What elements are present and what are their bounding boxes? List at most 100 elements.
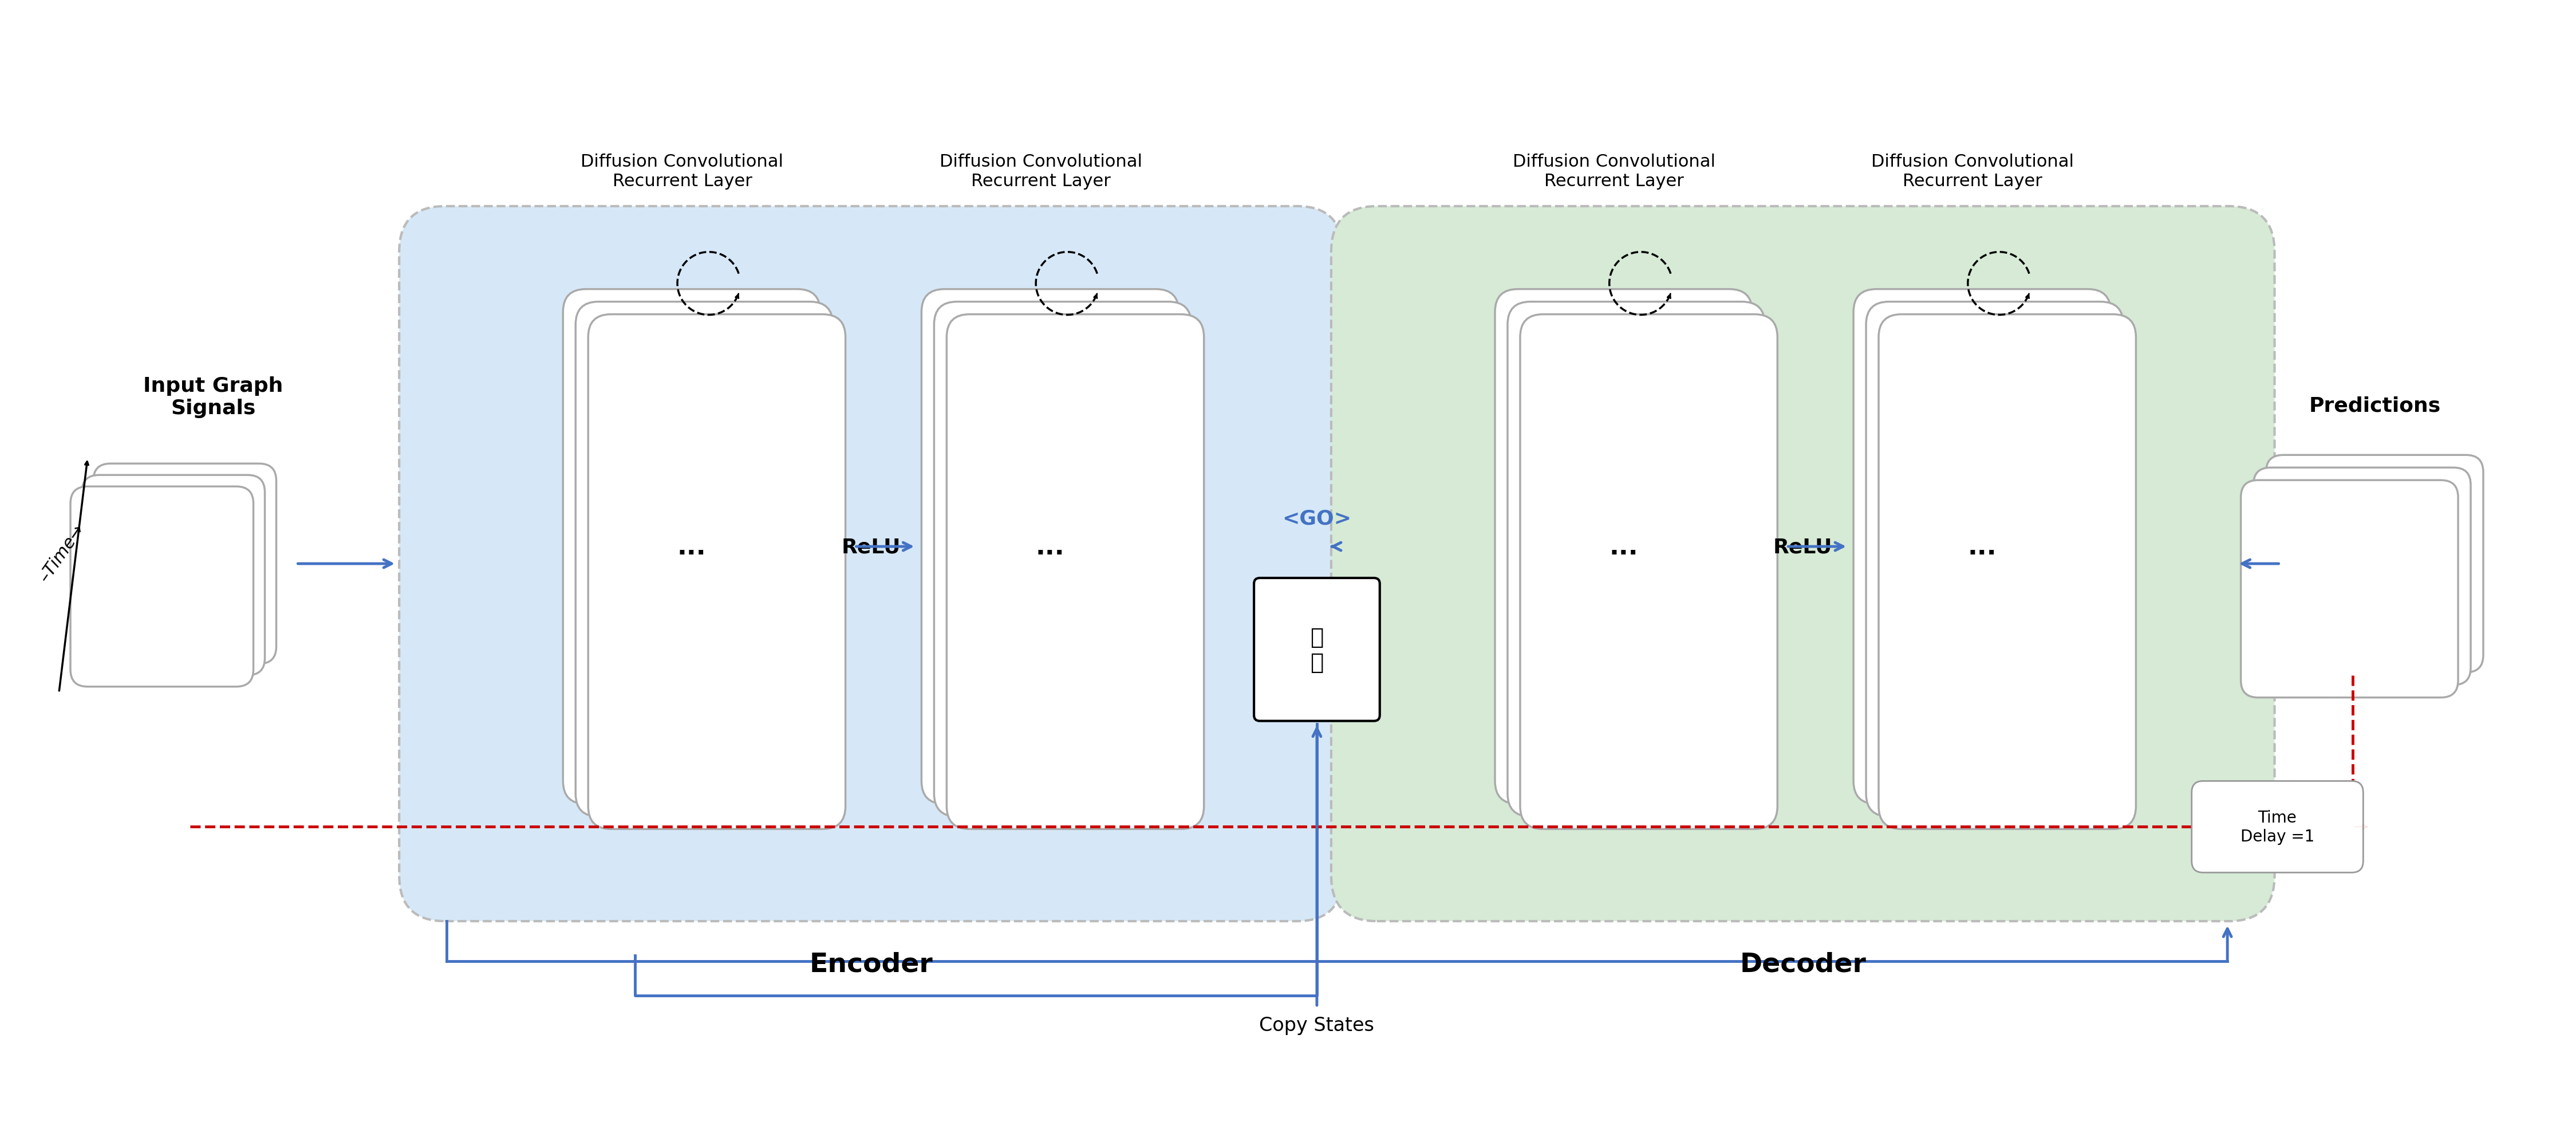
Text: Decoder: Decoder — [1739, 952, 1865, 976]
Text: Diffusion Convolutional
Recurrent Layer: Diffusion Convolutional Recurrent Layer — [940, 154, 1141, 189]
FancyBboxPatch shape — [1520, 315, 1777, 829]
FancyBboxPatch shape — [1255, 578, 1381, 721]
Circle shape — [201, 487, 219, 505]
Text: Copy States: Copy States — [1260, 1016, 1376, 1035]
FancyBboxPatch shape — [93, 464, 276, 664]
Circle shape — [1651, 357, 1669, 375]
Circle shape — [1978, 650, 1996, 668]
Text: Diffusion Convolutional
Recurrent Layer: Diffusion Convolutional Recurrent Layer — [580, 154, 783, 189]
Circle shape — [1558, 414, 1574, 432]
Text: Encoder: Encoder — [809, 952, 933, 976]
FancyBboxPatch shape — [945, 315, 1203, 829]
FancyBboxPatch shape — [82, 476, 265, 675]
Circle shape — [1579, 621, 1597, 639]
Circle shape — [1917, 672, 1935, 690]
Text: Time
Delay =1: Time Delay =1 — [2241, 810, 2313, 844]
Circle shape — [1079, 614, 1097, 631]
Circle shape — [688, 393, 706, 411]
Text: ...: ... — [1968, 534, 1996, 559]
Circle shape — [1695, 657, 1713, 675]
Circle shape — [762, 400, 781, 417]
FancyBboxPatch shape — [2254, 468, 2470, 685]
FancyBboxPatch shape — [1332, 207, 2275, 921]
Circle shape — [144, 496, 160, 513]
Circle shape — [1937, 621, 1955, 639]
Text: Predictions: Predictions — [2308, 396, 2439, 415]
Circle shape — [721, 614, 737, 631]
Text: Diffusion Convolutional
Recurrent Layer: Diffusion Convolutional Recurrent Layer — [1870, 154, 2074, 189]
FancyBboxPatch shape — [70, 487, 252, 687]
Circle shape — [2326, 490, 2347, 508]
Circle shape — [2365, 577, 2383, 595]
Circle shape — [1121, 657, 1139, 675]
Circle shape — [1121, 400, 1139, 417]
Text: ReLU: ReLU — [1772, 537, 1832, 557]
Text: ...: ... — [677, 534, 706, 559]
Circle shape — [2365, 526, 2383, 546]
Circle shape — [1579, 364, 1597, 381]
Text: ReLU: ReLU — [842, 537, 902, 557]
FancyBboxPatch shape — [2267, 456, 2483, 673]
Circle shape — [1620, 432, 1638, 449]
Text: <GO>: <GO> — [1283, 508, 1352, 528]
Circle shape — [688, 690, 706, 706]
Text: Diffusion Convolutional
Recurrent Layer: Diffusion Convolutional Recurrent Layer — [1512, 154, 1716, 189]
FancyBboxPatch shape — [564, 289, 819, 804]
Circle shape — [1046, 650, 1064, 668]
FancyBboxPatch shape — [1494, 289, 1752, 804]
FancyBboxPatch shape — [1507, 303, 1765, 817]
Circle shape — [1005, 364, 1023, 381]
Circle shape — [1978, 432, 1996, 449]
Circle shape — [688, 432, 706, 449]
Circle shape — [1046, 432, 1064, 449]
Circle shape — [1620, 393, 1638, 411]
Circle shape — [721, 357, 737, 375]
Circle shape — [1651, 614, 1669, 631]
Circle shape — [1695, 400, 1713, 417]
Circle shape — [626, 672, 644, 690]
Circle shape — [762, 657, 781, 675]
Circle shape — [2012, 357, 2027, 375]
Text: –Time→: –Time→ — [36, 521, 88, 585]
Circle shape — [1978, 393, 1996, 411]
Circle shape — [626, 414, 644, 432]
Circle shape — [2393, 480, 2414, 499]
Text: ...: ... — [1610, 534, 1638, 559]
Circle shape — [688, 650, 706, 668]
Circle shape — [126, 555, 144, 573]
Circle shape — [1005, 621, 1023, 639]
Circle shape — [1978, 690, 1996, 706]
Circle shape — [234, 538, 252, 556]
FancyBboxPatch shape — [587, 315, 845, 829]
Circle shape — [2308, 555, 2326, 574]
Circle shape — [2053, 400, 2071, 417]
Circle shape — [1620, 650, 1638, 668]
Circle shape — [1620, 690, 1638, 706]
FancyBboxPatch shape — [1878, 315, 2136, 829]
Circle shape — [984, 672, 1002, 690]
FancyBboxPatch shape — [1865, 303, 2123, 817]
Circle shape — [1937, 364, 1955, 381]
FancyBboxPatch shape — [922, 289, 1180, 804]
FancyBboxPatch shape — [399, 207, 1342, 921]
FancyBboxPatch shape — [935, 303, 1190, 817]
Text: 🤌
🪙: 🤌 🪙 — [1311, 627, 1324, 673]
FancyBboxPatch shape — [2192, 781, 2362, 873]
Text: Input Graph
Signals: Input Graph Signals — [144, 376, 283, 418]
Circle shape — [175, 530, 193, 547]
Circle shape — [647, 364, 665, 381]
FancyBboxPatch shape — [2241, 480, 2458, 697]
Circle shape — [1046, 690, 1064, 706]
Circle shape — [2053, 657, 2071, 675]
FancyBboxPatch shape — [574, 303, 832, 817]
Circle shape — [1917, 414, 1935, 432]
Text: ...: ... — [1036, 534, 1064, 559]
Circle shape — [984, 414, 1002, 432]
Circle shape — [1558, 672, 1574, 690]
Circle shape — [2012, 614, 2027, 631]
Circle shape — [2432, 537, 2450, 555]
Circle shape — [647, 621, 665, 639]
Circle shape — [175, 576, 193, 593]
FancyBboxPatch shape — [1855, 289, 2110, 804]
Circle shape — [1079, 357, 1097, 375]
